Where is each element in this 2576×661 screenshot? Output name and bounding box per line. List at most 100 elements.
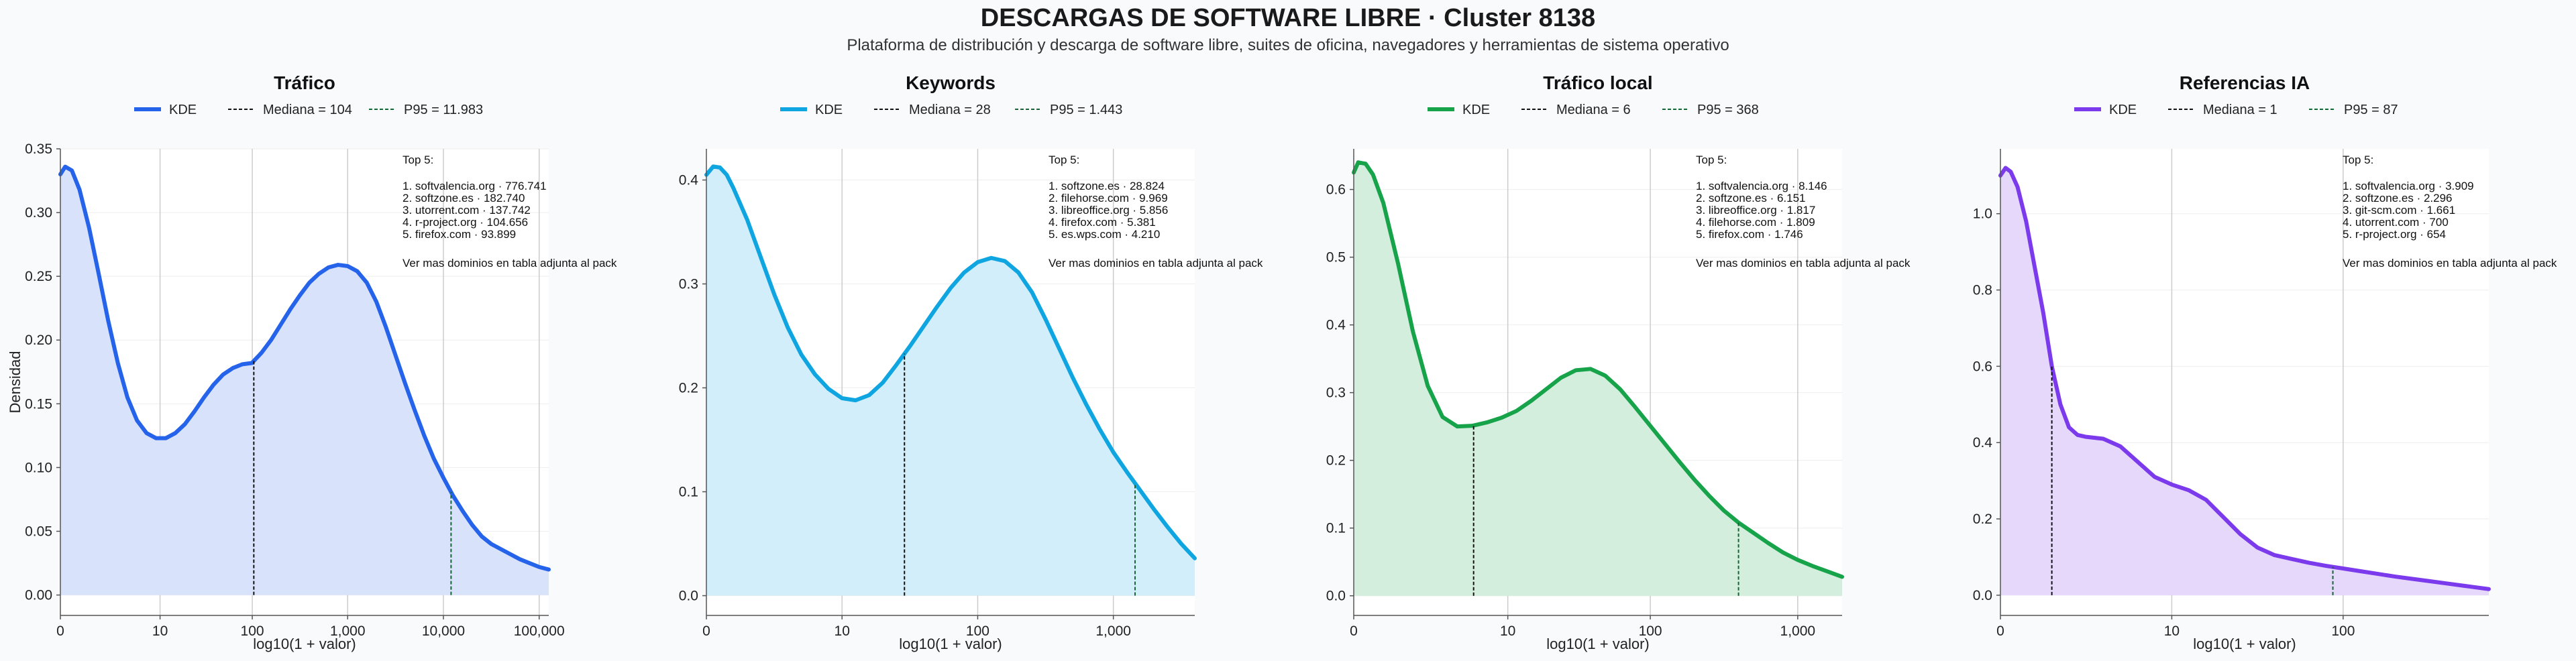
kde-line: [704, 164, 1197, 560]
top5-heading: Top 5:: [2343, 154, 2373, 166]
kde-area: [2000, 168, 2489, 595]
y-tick-label: 0.15: [25, 396, 52, 412]
y-tick-label: 0.35: [25, 141, 52, 157]
y-tick-label: 0.1: [1326, 521, 1346, 536]
legend-kde-label: KDE: [169, 103, 197, 117]
x-axis-label: log10(1 + valor): [1546, 636, 1649, 652]
x-axis-label: log10(1 + valor): [2193, 636, 2296, 652]
x-tick-label: 100,000: [514, 623, 565, 639]
y-tick-label: 0.3: [679, 277, 698, 292]
top5-item: 5. es.wps.com · 4.210: [1049, 228, 1160, 241]
y-tick-label: 0.05: [25, 524, 52, 539]
top5-note: Ver mas dominios en tabla adjunta al pac…: [402, 257, 617, 269]
y-tick-label: 0.2: [1326, 453, 1346, 469]
y-axis-label: Densidad: [7, 351, 23, 414]
y-tick-label: 0.0: [1973, 588, 1992, 603]
top5-heading: Top 5:: [1049, 154, 1079, 166]
top5-item: 5. r-project.org · 654: [2343, 228, 2446, 241]
y-tick-label: 0.8: [1973, 283, 1992, 298]
x-tick-label: 10: [152, 623, 168, 639]
kde-line: [1352, 160, 1844, 579]
panel-title: Referencias IA: [2180, 72, 2310, 93]
y-tick-label: 0.4: [1326, 318, 1346, 333]
x-tick-label: 100: [241, 623, 264, 639]
legend-p95-label: P95 = 11.983: [404, 103, 483, 117]
top5-item: 4. firefox.com · 5.381: [1049, 216, 1156, 229]
x-axis-label: log10(1 + valor): [253, 636, 356, 652]
top5-heading: Top 5:: [1696, 154, 1727, 166]
x-tick-label: 10: [2164, 623, 2180, 639]
top5-heading: Top 5:: [402, 154, 433, 166]
y-tick-label: 0.2: [679, 381, 698, 396]
legend-median-label: Mediana = 1: [2203, 103, 2277, 117]
kde-area: [1354, 162, 1842, 596]
chart-panel-1: 0.00 0.05 0.10 0.15 0.20 0.25 0.30 0.35 0 10 100 1,…: [7, 72, 617, 652]
y-tick-label: 0.4: [679, 173, 699, 188]
y-tick-label: 0.1: [679, 485, 698, 500]
legend-median-label: Mediana = 6: [1556, 103, 1631, 117]
y-tick-label: 0.0: [1326, 589, 1346, 604]
top5-item: 3. git-scm.com · 1.661: [2343, 204, 2455, 217]
top5-item: 4. filehorse.com · 1.809: [1696, 216, 1815, 229]
top5-item: 2. softzone.es · 2.296: [2343, 192, 2453, 204]
x-tick-label: 100: [1639, 623, 1662, 639]
top5-note: Ver mas dominios en tabla adjunta al pac…: [2343, 257, 2557, 269]
kde-line: [58, 164, 551, 572]
chart-panel-3: 0.0 0.1 0.2 0.3 0.4 0.5 0.6 0 10 100 1,000 log10(1 …: [1326, 72, 1911, 652]
legend-kde-label: KDE: [815, 103, 843, 117]
x-tick-label: 0: [56, 623, 64, 639]
y-tick-label: 0.10: [25, 460, 52, 475]
x-tick-label: 100: [2331, 623, 2355, 639]
legend: KDE Mediana = 6 P95 = 368: [1428, 103, 1759, 117]
legend-p95-label: P95 = 87: [2344, 103, 2398, 117]
x-tick-label: 100: [966, 623, 989, 639]
y-tick-label: 1.0: [1973, 206, 1992, 222]
top5-item: 2. softzone.es · 6.151: [1696, 192, 1806, 204]
kde-line: [1998, 166, 2491, 591]
chart-panel-4: 0.0 0.2 0.4 0.6 0.8 1.0 0 10 100 log10(1 + valor)…: [1973, 72, 2557, 652]
y-tick-label: 0.30: [25, 205, 52, 221]
legend-p95-label: P95 = 368: [1697, 103, 1759, 117]
kde-area: [706, 166, 1195, 596]
x-tick-label: 10: [835, 623, 850, 639]
top5-item: 1. softzone.es · 28.824: [1049, 180, 1165, 192]
legend: KDE Mediana = 1 P95 = 87: [2074, 103, 2398, 117]
panel-title: Tráfico local: [1543, 72, 1652, 93]
x-tick-label: 0: [1996, 623, 2004, 639]
top5-item: 5. firefox.com · 1.746: [1696, 228, 1803, 241]
top5-item: 3. libreoffice.org · 5.856: [1049, 204, 1168, 217]
top5-item: 4. r-project.org · 104.656: [402, 216, 528, 229]
top5-item: 5. firefox.com · 93.899: [402, 228, 516, 241]
top5-item: 2. filehorse.com · 9.969: [1049, 192, 1168, 204]
y-tick-label: 0.5: [1326, 250, 1346, 265]
top5-item: 1. softvalencia.org · 3.909: [2343, 180, 2474, 192]
top5-item: 1. softvalencia.org · 8.146: [1696, 180, 1827, 192]
legend: KDE Mediana = 28 P95 = 1.443: [780, 103, 1122, 117]
x-tick-label: 0: [1350, 623, 1358, 639]
legend-p95-label: P95 = 1.443: [1050, 103, 1122, 117]
y-tick-label: 0.4: [1973, 435, 1993, 450]
top5-item: 2. softzone.es · 182.740: [402, 192, 525, 204]
x-tick-label: 1,000: [1095, 623, 1131, 639]
top5-item: 3. libreoffice.org · 1.817: [1696, 204, 1815, 217]
legend-median-label: Mediana = 28: [909, 103, 991, 117]
y-tick-label: 0.25: [25, 269, 52, 284]
panel-title: Tráfico: [274, 72, 335, 93]
panel-title: Keywords: [906, 72, 996, 93]
y-tick-label: 0.0: [679, 589, 698, 604]
top5-note: Ver mas dominios en tabla adjunta al pac…: [1696, 257, 1911, 269]
legend-median-label: Mediana = 104: [263, 103, 352, 117]
x-tick-label: 0: [702, 623, 710, 639]
y-tick-label: 0.6: [1326, 182, 1346, 198]
top5-note: Ver mas dominios en tabla adjunta al pac…: [1049, 257, 1263, 269]
y-tick-label: 0.20: [25, 333, 52, 348]
y-tick-label: 0.3: [1326, 385, 1346, 401]
top5-item: 4. utorrent.com · 700: [2343, 216, 2449, 229]
x-tick-label: 1,000: [330, 623, 366, 639]
legend-kde-label: KDE: [1462, 103, 1490, 117]
